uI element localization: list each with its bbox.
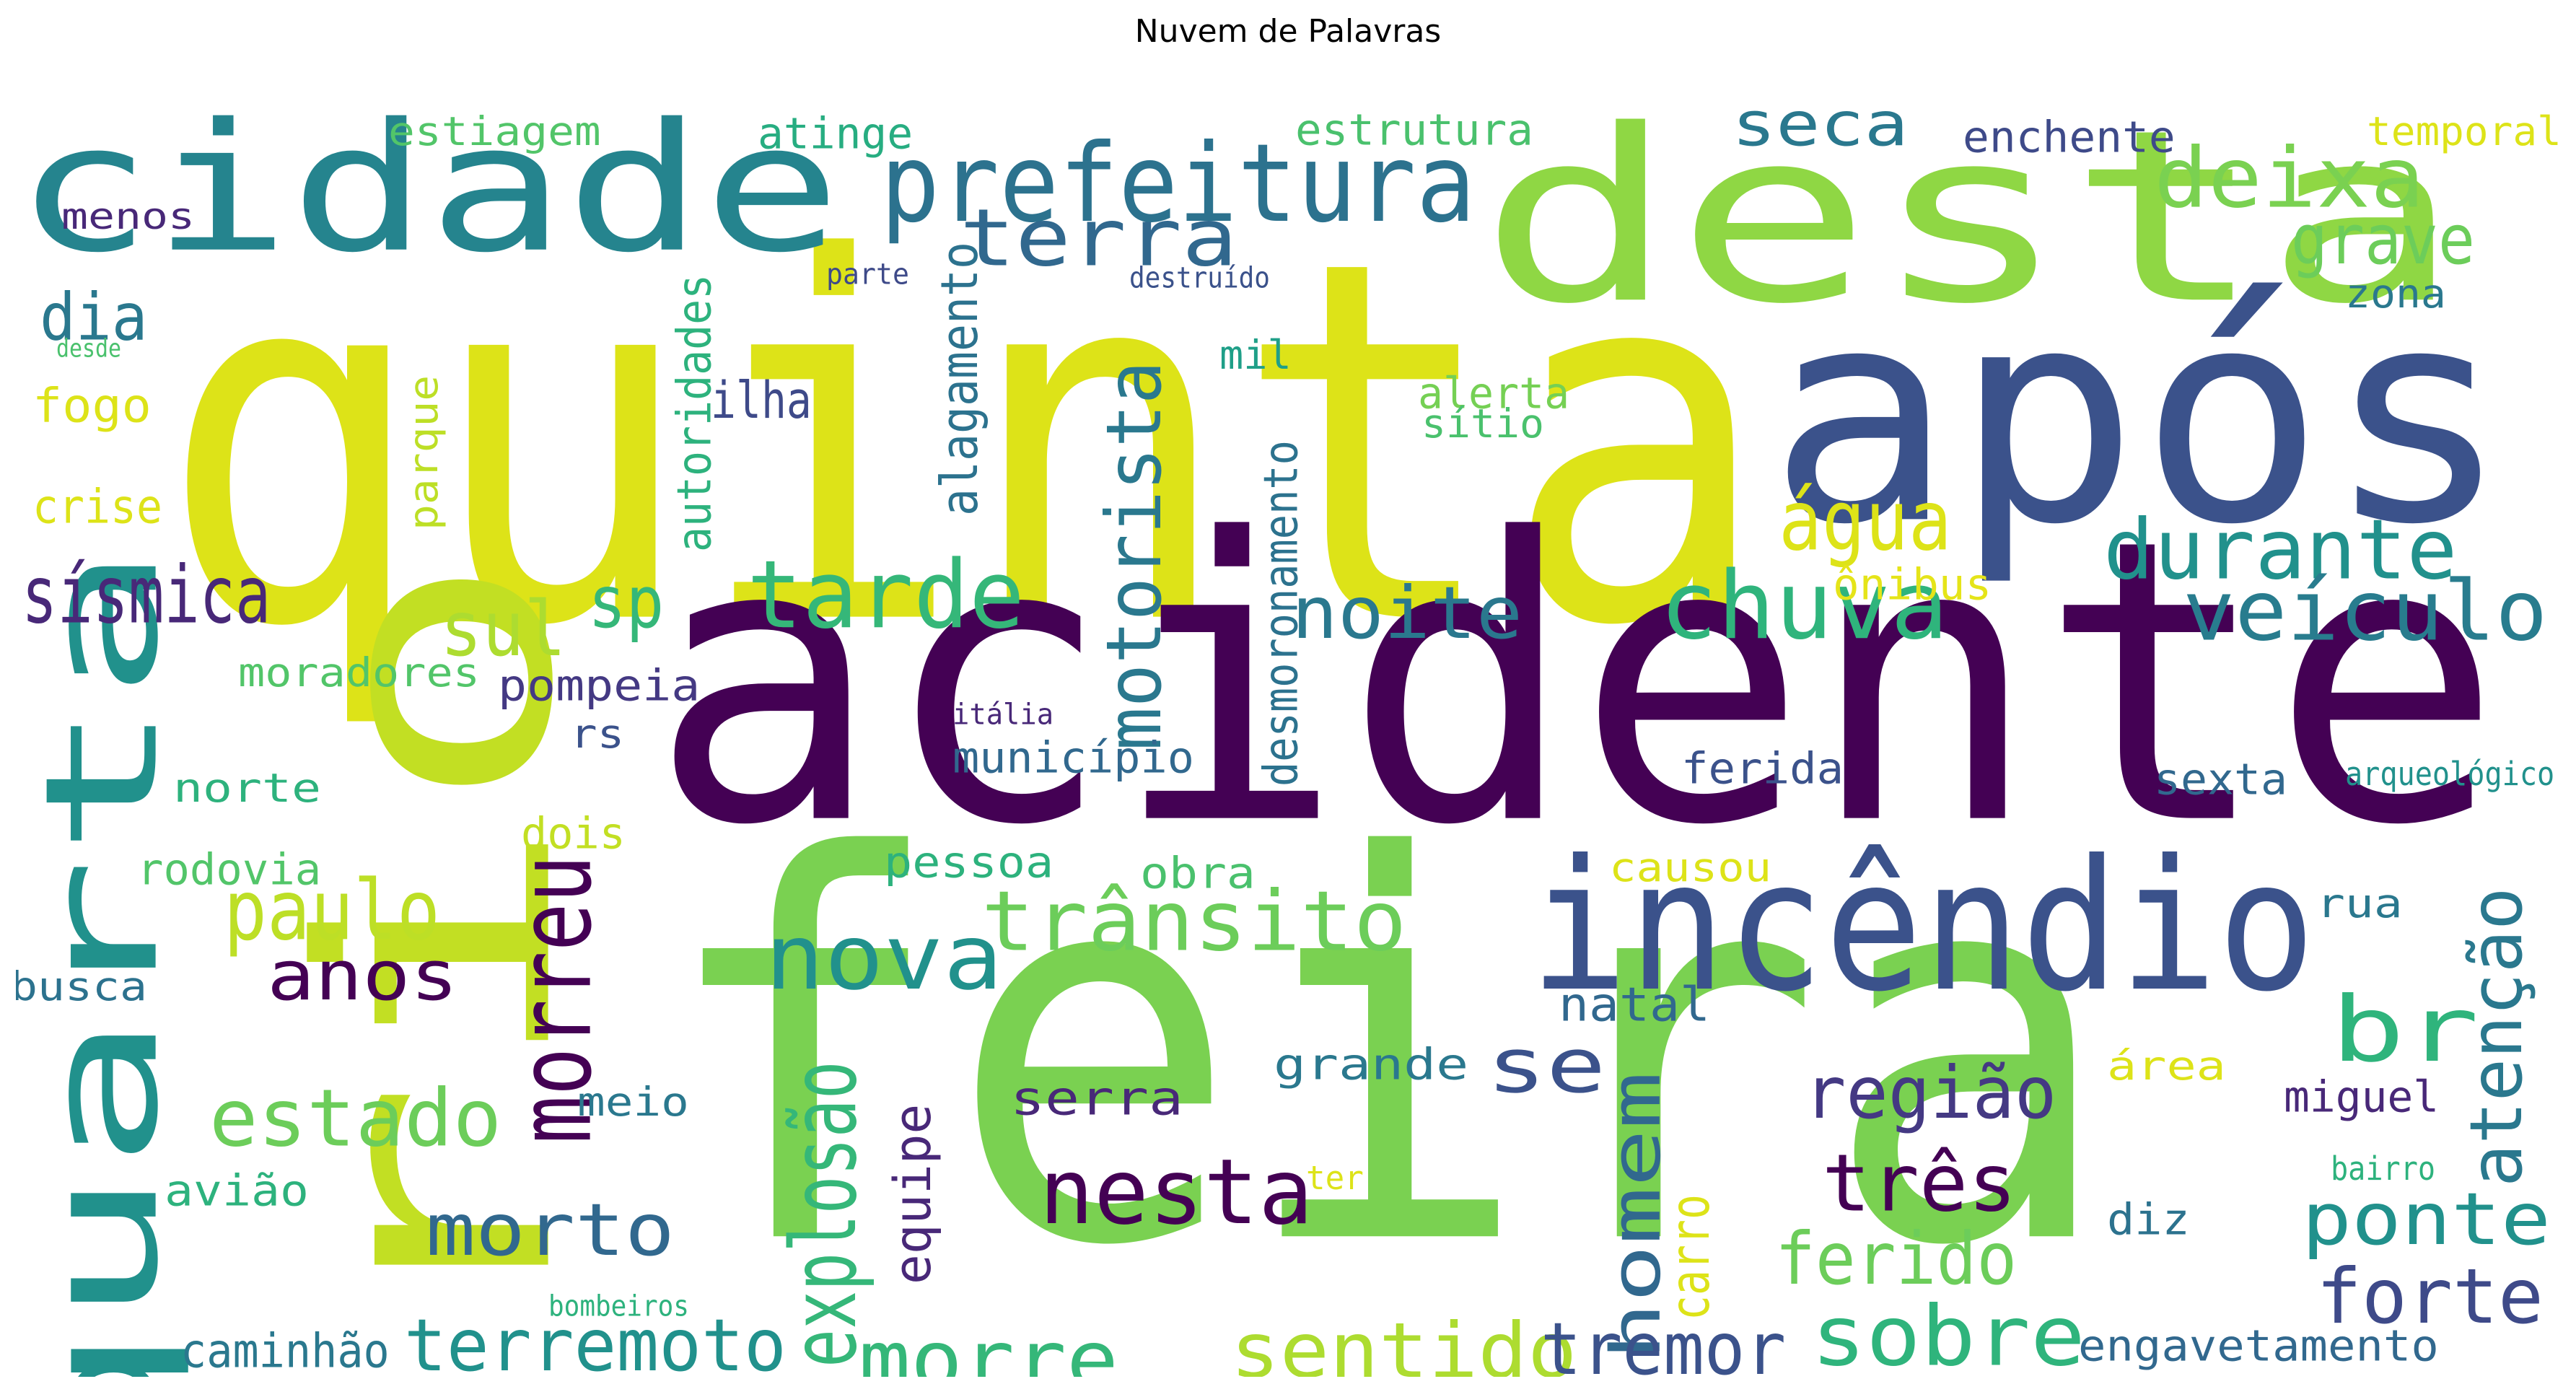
word-dois: dois [521, 807, 626, 859]
word-menos: menos [61, 195, 196, 237]
word-nesta: nesta [1039, 1139, 1314, 1245]
word-ilha: ilha [711, 370, 812, 430]
word-anos: anos [267, 935, 458, 1016]
word-parte: parte [826, 257, 910, 292]
word-estado: estado [209, 1072, 502, 1165]
word-agua: água [1779, 472, 1952, 570]
word-grave: grave [2291, 199, 2476, 280]
word-br: br [2331, 976, 2479, 1082]
word-diz: diz [2107, 1194, 2190, 1245]
word-busca: busca [16, 963, 148, 1010]
word-tres: três [1822, 1137, 2017, 1230]
word-atinge: atinge [758, 108, 914, 159]
word-estiagem: estiagem [388, 108, 601, 155]
word-onibus: ônibus [1833, 559, 1992, 610]
word-municipio: município [952, 732, 1194, 783]
word-miguel: miguel [2284, 1071, 2440, 1122]
word-aviao: avião [165, 1165, 310, 1216]
word-ferido: ferido [1775, 1217, 2018, 1301]
word-durante: durante [2103, 501, 2458, 599]
word-desde: desde [56, 333, 122, 363]
word-morre: morre [859, 1313, 1119, 1377]
word-sul: sul [440, 584, 566, 674]
word-ponte: ponte [2302, 1177, 2551, 1261]
word-noite: noite [1292, 571, 1523, 655]
word-sexta: sexta [2154, 753, 2288, 805]
word-tremor: tremor [1541, 1307, 1787, 1378]
word-transito: trânsito [981, 872, 1407, 971]
word-sismica: sísmica [22, 548, 271, 641]
word-sp: sp [588, 560, 665, 644]
word-equipe: equipe [882, 1103, 942, 1284]
word-estrutura: estrutura [1295, 104, 1533, 155]
word-grande: grande [1274, 1038, 1469, 1090]
word-tarde: tarde [747, 540, 1025, 650]
word-ferida: ferida [1681, 743, 1844, 794]
word-rua: rua [2316, 880, 2403, 927]
word-norte: norte [173, 765, 322, 812]
figure-title: Nuvem de Palavras [1134, 13, 1442, 50]
word-destruido: destruído [1129, 260, 1270, 295]
word-area: área [2107, 1043, 2226, 1090]
word-sitio: sítio [1421, 400, 1545, 447]
word-motorista: motorista [1090, 361, 1179, 750]
word-serra: serra [1010, 1071, 1184, 1126]
word-seca: seca [1732, 88, 1909, 160]
word-causou: causou [1609, 844, 1772, 891]
word-desmoronamento: desmoronamento [1253, 440, 1309, 787]
word-regiao: região [1804, 1051, 2057, 1135]
word-natal: natal [1559, 977, 1711, 1033]
word-alagamento: alagamento [929, 241, 989, 516]
word-ter: ter [1306, 1158, 1364, 1197]
word-prefeitura: prefeitura [880, 120, 1476, 247]
word-explosao: explosão [771, 1061, 877, 1367]
word-dia: dia [40, 279, 148, 356]
word-crise: crise [32, 479, 163, 535]
word-rodovia: rodovia [137, 844, 322, 895]
word-forte: forte [2316, 1252, 2544, 1341]
word-quinta: quinta [157, 153, 1771, 737]
word-desta: desta [1479, 78, 2461, 357]
word-atencao: atenção [2454, 887, 2538, 1187]
word-quarta: quarta [16, 544, 193, 1377]
word-parque: parque [400, 375, 447, 530]
word-alerta: alerta [1418, 367, 1570, 419]
word-arqueologico: arqueológico [2345, 754, 2555, 793]
word-terremoto: terremoto [404, 1303, 787, 1378]
word-acidente: acidente [649, 455, 2503, 912]
word-nova: nova [765, 904, 1003, 1010]
word-rs: rs [570, 711, 625, 758]
word-chuva: chuva [1660, 551, 1949, 661]
word-autoridades: autoridades [667, 273, 722, 552]
word-cidade: cidade [16, 84, 841, 292]
word-mil: mil [1219, 332, 1292, 379]
word-obra: obra [1140, 847, 1256, 898]
word-pompeia: pompeia [498, 660, 701, 711]
word-morto: morto [426, 1188, 675, 1272]
word-pessoa: pessoa [884, 836, 1054, 888]
word-terra: terra [960, 191, 1238, 284]
word-deixa: deixa [2154, 129, 2425, 227]
word-feira: feira [657, 746, 2115, 1363]
word-fogo: fogo [32, 378, 152, 434]
word-caminhao: caminhão [180, 1323, 390, 1377]
word-italia: itália [952, 697, 1054, 732]
word-se: se [1486, 1021, 1606, 1111]
word-bombeiros: bombeiros [548, 1289, 689, 1323]
word-bairro: bairro [2331, 1149, 2436, 1188]
word-cloud: quinta feira acidente após desta cidade rio qua… [16, 69, 2559, 1377]
word-veiculo: veículo [2183, 562, 2548, 660]
word-meio: meio [577, 1079, 689, 1126]
word-apos: após [1768, 244, 2511, 590]
word-carro: carro [1658, 1194, 1722, 1321]
word-enchente: enchente [1963, 111, 2176, 162]
word-paulo: paulo [224, 862, 441, 960]
word-incendio: incêndio [1530, 820, 2316, 1032]
word-sentido: sentido [1230, 1306, 1577, 1377]
word-temporal: temporal [2367, 108, 2559, 155]
word-zona: zona [2345, 271, 2446, 318]
word-sobre: sobre [1811, 1287, 2086, 1377]
word-moradores: moradores [238, 649, 480, 696]
word-engavetamento: engavetamento [2078, 1320, 2439, 1371]
